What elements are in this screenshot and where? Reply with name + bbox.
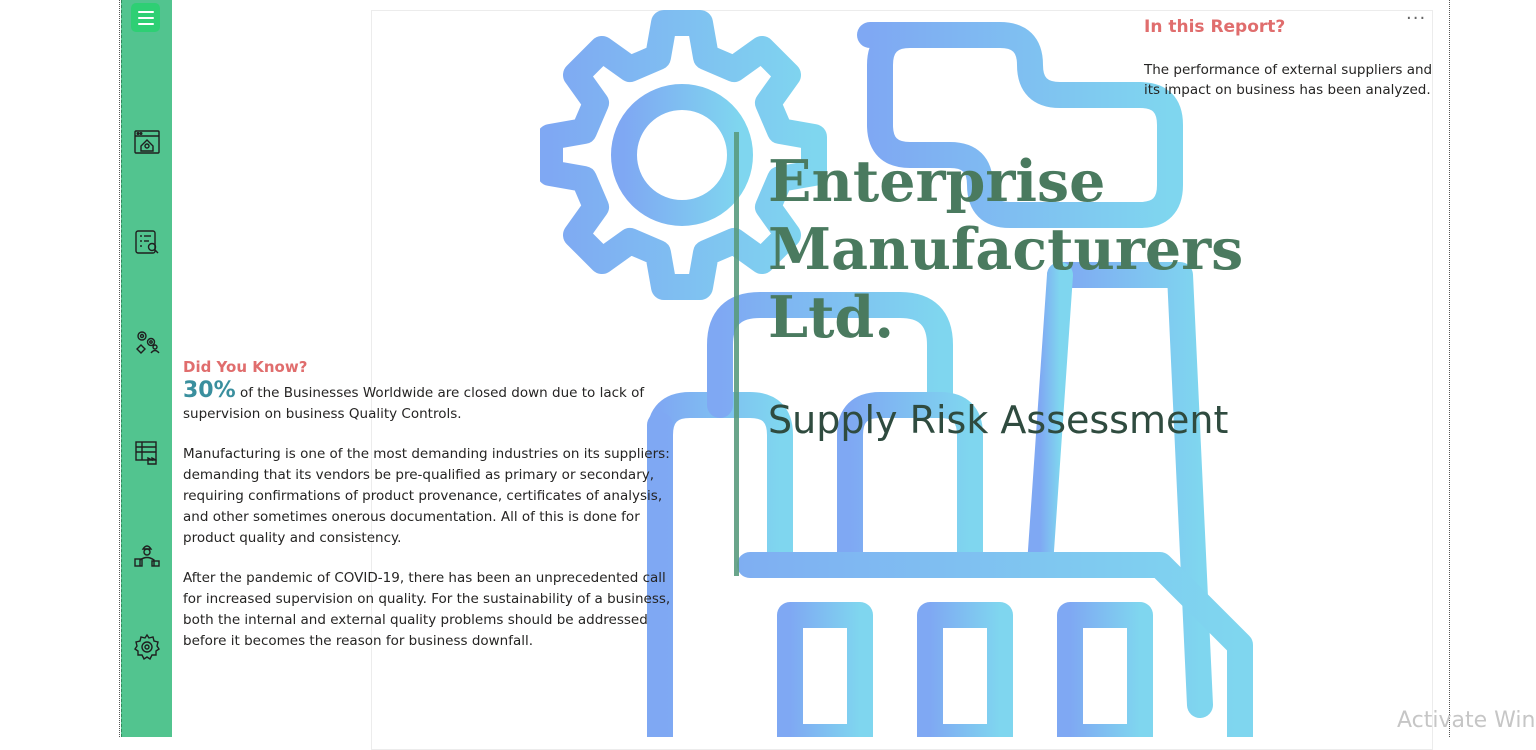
stat-percentage: 30% xyxy=(183,378,236,403)
navigation-sidebar xyxy=(121,0,172,737)
manufacturing-paragraph: Manufacturing is one of the most demandi… xyxy=(183,446,670,546)
checklist-search-icon[interactable] xyxy=(133,228,161,256)
activate-windows-watermark: Activate Win xyxy=(1397,708,1536,733)
in-this-report-heading: In this Report? xyxy=(1144,17,1286,37)
stat-text: of the Businesses Worldwide are closed d… xyxy=(183,385,645,422)
title-accent-bar xyxy=(734,132,739,576)
factory-chart-icon[interactable] xyxy=(133,439,161,467)
hamburger-menu-icon[interactable] xyxy=(131,3,160,32)
in-this-report-text: The performance of external suppliers an… xyxy=(1144,62,1433,98)
report-subtitle: Supply Risk Assessment xyxy=(768,398,1229,442)
worker-icon[interactable] xyxy=(133,541,161,569)
company-name: Enterprise Manufacturers Ltd. xyxy=(768,148,1244,351)
home-dashboard-icon[interactable] xyxy=(133,128,161,156)
did-you-know-heading: Did You Know? xyxy=(183,358,308,376)
more-options-icon[interactable]: ··· xyxy=(1406,8,1427,29)
canvas-right-border xyxy=(1449,0,1450,737)
settings-gear-icon[interactable] xyxy=(133,633,161,661)
did-you-know-body: 30% of the Businesses Worldwide are clos… xyxy=(183,380,683,671)
canvas-left-border xyxy=(119,0,120,737)
covid-paragraph: After the pandemic of COVID-19, there ha… xyxy=(183,570,671,649)
stat-paragraph: 30% of the Businesses Worldwide are clos… xyxy=(183,380,683,425)
gears-person-icon[interactable] xyxy=(133,327,161,355)
factory-gear-illustration xyxy=(540,10,1253,737)
